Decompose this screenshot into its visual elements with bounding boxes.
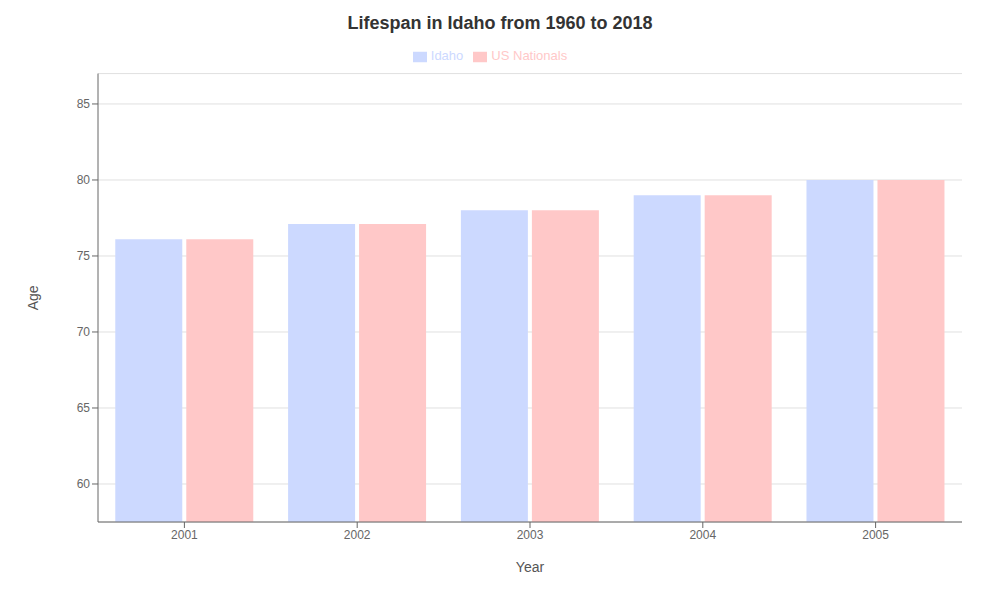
svg-text:85: 85 <box>77 97 91 111</box>
svg-text:Year: Year <box>516 559 545 575</box>
html-text:Lifespan in Idaho from 1960 to: Lifespan in Idaho from 1960 to 2018 <box>347 13 653 33</box>
svg-text:70: 70 <box>77 325 91 339</box>
svg-text:2005: 2005 <box>862 528 889 542</box>
svg-text:Age: Age <box>25 285 41 310</box>
svg-text:75: 75 <box>77 249 91 263</box>
svg-text:60: 60 <box>77 477 91 491</box>
svg-text:2003: 2003 <box>517 528 544 542</box>
html-text:US Nationals: US Nationals <box>491 48 568 63</box>
html-text:Idaho: Idaho <box>430 48 464 63</box>
svg-text:2004: 2004 <box>689 528 716 542</box>
svg-text:80: 80 <box>77 173 91 187</box>
svg-text:2001: 2001 <box>171 528 198 542</box>
svg-text:65: 65 <box>77 401 91 415</box>
svg-text:2002: 2002 <box>344 528 371 542</box>
